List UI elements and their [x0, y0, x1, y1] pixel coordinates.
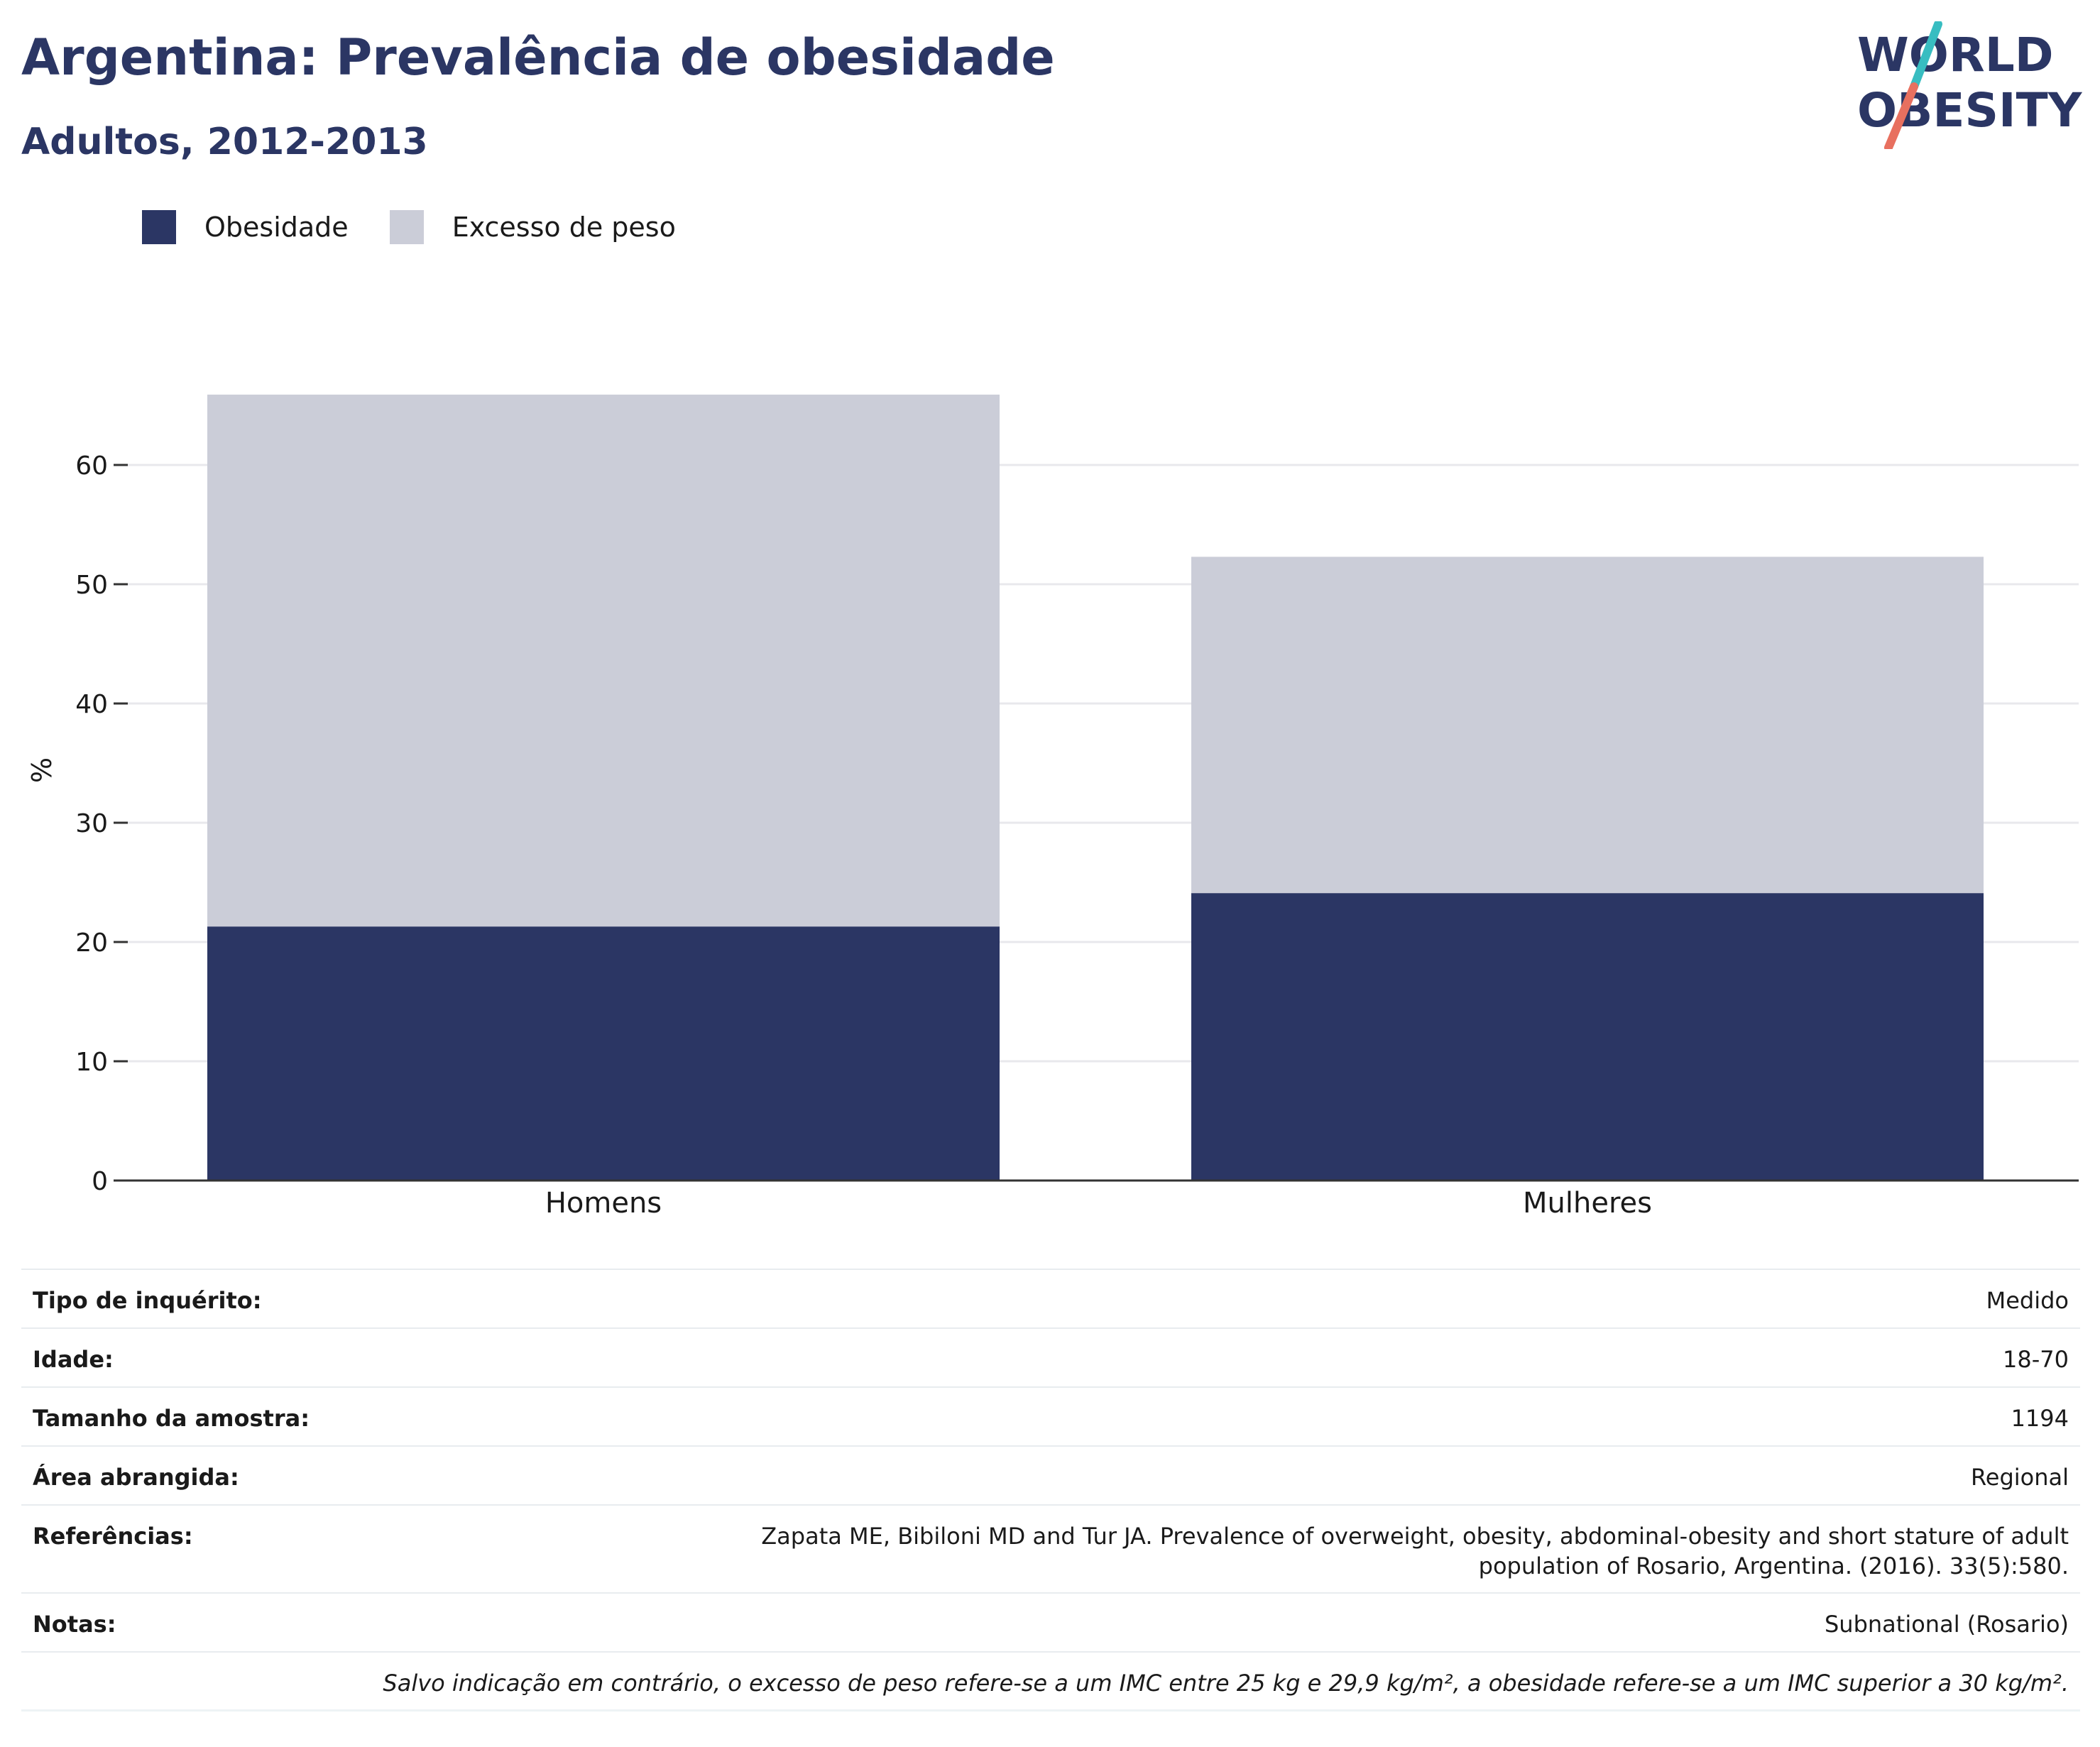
chart-legend: Obesidade Excesso de peso: [142, 210, 717, 244]
world-obesity-logo: WORLD OBESITY: [1857, 21, 2083, 149]
legend-label-overweight: Excesso de peso: [452, 212, 676, 243]
axes: 0 10 20 30 40 50 60 Homens Mulheres: [75, 451, 2079, 1220]
sample-size-value: 1194: [2011, 1405, 2069, 1432]
y-tick-label-10: 10: [75, 1048, 108, 1077]
bars: [207, 394, 1984, 1181]
references-label: Referências:: [33, 1523, 193, 1550]
sample-size-label: Tamanho da amostra:: [33, 1405, 310, 1432]
info-row-age: Idade: 18-70: [21, 1329, 2080, 1388]
y-tick-label-30: 30: [75, 809, 108, 838]
info-row-references: Referências: Zapata ME, Bibiloni MD and …: [21, 1506, 2080, 1594]
chart-subtitle: Adultos, 2012-2013: [21, 121, 428, 163]
y-tick-label-0: 0: [92, 1167, 108, 1196]
x-tick-label-mulheres: Mulheres: [1523, 1187, 1652, 1220]
legend-label-obesity: Obesidade: [204, 212, 349, 243]
x-tick-label-homens: Homens: [545, 1187, 662, 1220]
area-label: Área abrangida:: [33, 1464, 239, 1491]
bar-obesity-homens[interactable]: [207, 926, 1000, 1181]
bar-obesity-mulheres[interactable]: [1191, 893, 1984, 1181]
y-tick-label-50: 50: [75, 571, 108, 600]
references-value: Zapata ME, Bibiloni MD and Tur JA. Preva…: [761, 1523, 2069, 1579]
y-tick-label-60: 60: [75, 451, 108, 481]
bar-overweight-mulheres[interactable]: [1191, 557, 1984, 894]
area-value: Regional: [1970, 1464, 2069, 1491]
y-tick-label-20: 20: [75, 929, 108, 958]
info-row-sample-size: Tamanho da amostra: 1194: [21, 1388, 2080, 1447]
chart-title: Argentina: Prevalência de obesidade: [21, 28, 1055, 87]
bmi-footnote: Salvo indicação em contrário, o excesso …: [383, 1670, 2069, 1697]
info-footnote-row: Salvo indicação em contrário, o excesso …: [21, 1653, 2080, 1712]
bar-overweight-homens[interactable]: [207, 394, 1000, 927]
age-value: 18-70: [2003, 1346, 2069, 1373]
info-row-survey-type: Tipo de inquérito: Medido: [21, 1270, 2080, 1329]
survey-type-label: Tipo de inquérito:: [33, 1287, 262, 1314]
survey-info-table: Tipo de inquérito: Medido Idade: 18-70 T…: [21, 1269, 2080, 1712]
notes-value: Subnational (Rosario): [1824, 1611, 2069, 1638]
logo-slash-teal: [1910, 21, 1942, 91]
stacked-bar-chart: 0 10 20 30 40 50 60 Homens Mulheres %: [26, 394, 2079, 1220]
age-label: Idade:: [33, 1346, 114, 1373]
info-row-notes: Notas: Subnational (Rosario): [21, 1594, 2080, 1653]
legend-swatch-obesity: [142, 210, 176, 244]
legend-item-overweight[interactable]: Excesso de peso: [389, 210, 676, 244]
info-row-area: Área abrangida: Regional: [21, 1447, 2080, 1506]
y-tick-label-40: 40: [75, 690, 108, 719]
legend-item-obesity[interactable]: Obesidade: [142, 210, 349, 244]
logo-line-1: WORLD: [1857, 28, 2054, 82]
notes-label: Notas:: [33, 1611, 116, 1638]
logo-slash-coral: [1884, 82, 1918, 149]
legend-swatch-overweight: [389, 210, 424, 244]
y-axis-label: %: [26, 757, 58, 783]
survey-type-value: Medido: [1986, 1287, 2069, 1314]
